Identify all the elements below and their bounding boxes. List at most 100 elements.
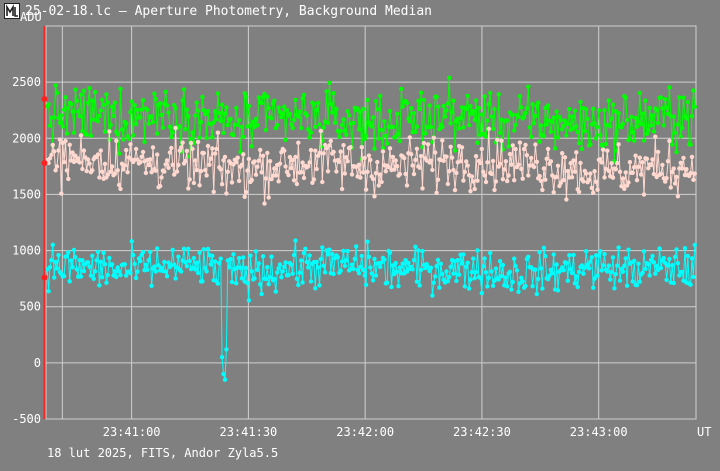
data-point (341, 248, 346, 254)
data-point (289, 262, 294, 267)
data-point (249, 177, 254, 183)
data-point (685, 99, 690, 105)
data-point (595, 273, 600, 278)
data-point (339, 122, 345, 128)
data-point (80, 166, 85, 172)
data-point (558, 118, 563, 123)
data-point (363, 282, 369, 287)
data-point (229, 180, 235, 185)
data-point (203, 265, 208, 271)
time-cursor[interactable] (41, 26, 48, 419)
data-point (516, 114, 521, 119)
data-point (163, 89, 168, 95)
data-point (517, 94, 523, 99)
data-point (73, 255, 78, 260)
data-point (107, 129, 112, 134)
data-point (464, 264, 469, 269)
data-point (626, 247, 631, 252)
data-point (637, 155, 642, 160)
data-point (393, 158, 398, 163)
data-point (54, 164, 60, 169)
data-point (356, 162, 362, 167)
data-point (143, 170, 149, 176)
data-point (327, 247, 332, 252)
data-point (273, 173, 278, 178)
data-point (325, 252, 331, 257)
data-point (691, 88, 696, 93)
data-point (550, 119, 555, 125)
data-point (255, 164, 260, 169)
data-point (310, 180, 315, 185)
data-point (369, 124, 374, 129)
data-point (593, 179, 599, 184)
data-point (59, 191, 64, 196)
data-point (52, 115, 57, 120)
data-point (256, 158, 261, 163)
data-point (52, 275, 57, 280)
data-point (646, 128, 651, 133)
y-tick-label: -500 (12, 412, 41, 426)
data-point (375, 159, 380, 165)
plot-series (45, 75, 697, 382)
data-point (385, 141, 390, 146)
data-point (385, 280, 390, 285)
data-point (595, 187, 600, 192)
data-point (314, 259, 319, 265)
data-point (519, 166, 524, 172)
data-point (554, 174, 559, 180)
data-point (162, 169, 167, 174)
data-point (351, 266, 356, 272)
data-point (92, 269, 98, 274)
data-point (648, 162, 654, 168)
data-point (259, 100, 264, 106)
data-point (627, 136, 633, 141)
data-point (157, 101, 163, 106)
data-point (187, 154, 192, 159)
data-point (555, 135, 561, 140)
data-point (445, 101, 451, 106)
data-point (400, 104, 405, 109)
data-point (510, 279, 515, 285)
lightcurve-app-icon[interactable] (4, 3, 20, 19)
data-point (291, 178, 297, 183)
data-point (667, 85, 672, 90)
data-point (427, 103, 432, 108)
data-point (179, 145, 184, 150)
data-point (417, 165, 422, 170)
data-point (610, 102, 616, 107)
data-point (100, 275, 105, 280)
data-point (540, 187, 545, 193)
data-point (128, 142, 133, 147)
data-point (615, 263, 620, 268)
data-point (692, 104, 697, 110)
data-point (479, 112, 484, 117)
data-point (200, 279, 205, 284)
data-point (688, 142, 693, 147)
data-point (104, 92, 109, 97)
data-point (109, 262, 115, 267)
data-point (435, 104, 441, 109)
data-point (661, 123, 666, 128)
data-point (190, 130, 195, 135)
data-point (359, 253, 364, 259)
data-point (163, 162, 168, 167)
data-point (334, 106, 339, 112)
data-point (667, 138, 672, 144)
data-point (616, 142, 621, 147)
data-point (224, 191, 229, 196)
data-point (138, 160, 143, 165)
data-point (235, 122, 240, 128)
data-point (451, 98, 456, 103)
data-point (184, 264, 190, 269)
data-point (677, 95, 682, 100)
data-point (530, 102, 535, 107)
data-point (521, 146, 527, 152)
data-point (186, 246, 191, 251)
data-point (212, 151, 218, 156)
data-point (489, 269, 494, 274)
data-point (605, 269, 610, 274)
data-point (584, 107, 589, 112)
data-point (53, 83, 58, 88)
data-point (280, 269, 285, 274)
